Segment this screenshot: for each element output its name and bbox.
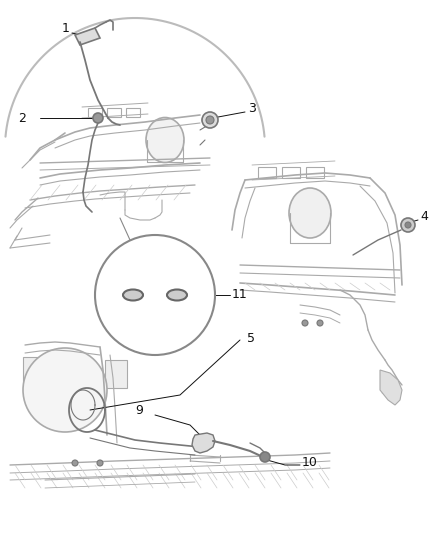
Text: 3: 3 <box>248 102 256 116</box>
Text: 11: 11 <box>232 288 248 302</box>
Text: 1: 1 <box>62 21 70 35</box>
Circle shape <box>317 320 323 326</box>
Circle shape <box>260 452 270 462</box>
Ellipse shape <box>289 188 331 238</box>
Text: 4: 4 <box>420 211 428 223</box>
Polygon shape <box>75 28 100 45</box>
Ellipse shape <box>167 289 187 301</box>
Circle shape <box>302 320 308 326</box>
Circle shape <box>93 113 103 123</box>
Polygon shape <box>192 433 215 453</box>
Text: 10: 10 <box>302 456 318 470</box>
Circle shape <box>405 222 411 228</box>
FancyBboxPatch shape <box>23 357 43 382</box>
Circle shape <box>202 112 218 128</box>
Ellipse shape <box>146 117 184 163</box>
Circle shape <box>401 218 415 232</box>
Circle shape <box>206 116 214 124</box>
Circle shape <box>72 460 78 466</box>
Polygon shape <box>380 370 402 405</box>
Circle shape <box>95 235 215 355</box>
Circle shape <box>97 460 103 466</box>
FancyBboxPatch shape <box>295 197 323 217</box>
Text: 9: 9 <box>135 403 143 416</box>
FancyBboxPatch shape <box>105 360 127 388</box>
Text: 2: 2 <box>18 111 26 125</box>
Circle shape <box>23 348 107 432</box>
Text: 5: 5 <box>247 332 255 344</box>
Ellipse shape <box>123 289 143 301</box>
